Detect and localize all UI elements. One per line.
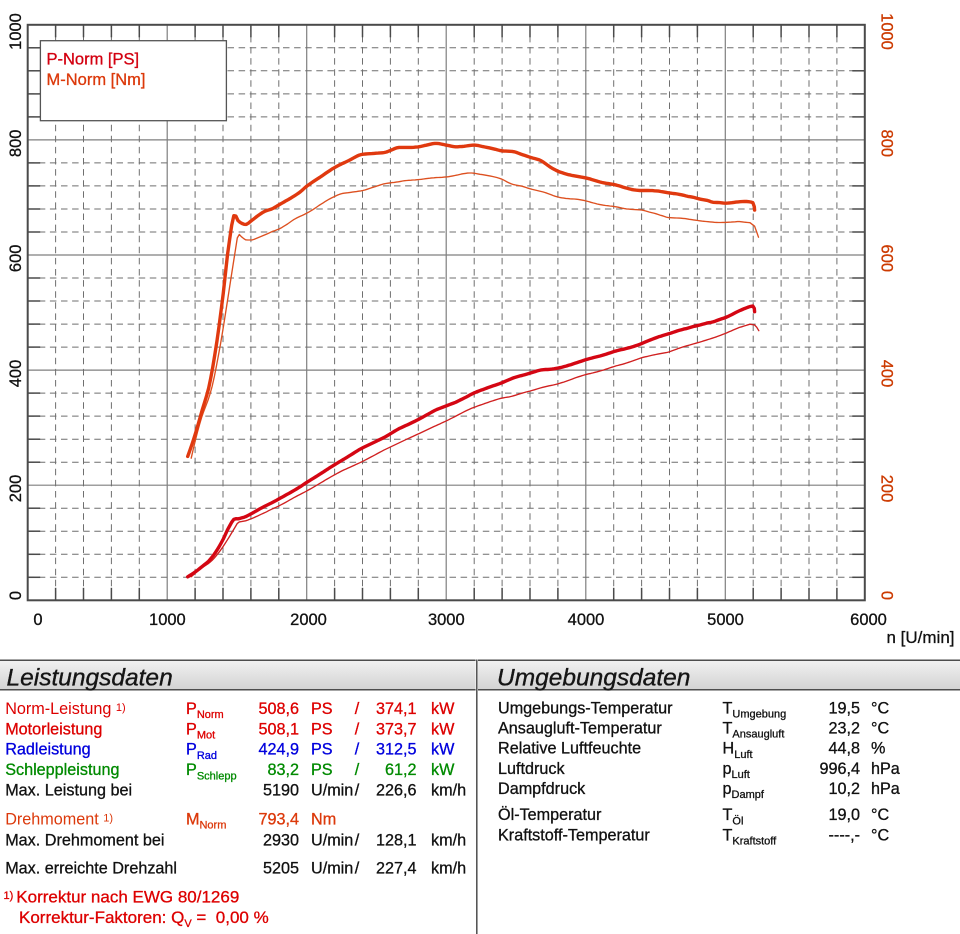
svg-text:hPa: hPa [871,760,900,778]
svg-text:800: 800 [7,130,25,158]
svg-text:83,2: 83,2 [267,761,299,779]
svg-text:km/h: km/h [431,832,466,850]
svg-text:Schleppleistung: Schleppleistung [5,761,119,779]
svg-text:128,1: 128,1 [376,832,417,850]
svg-text:/: / [355,700,360,718]
svg-text:Nm: Nm [311,811,336,829]
svg-text:61,2: 61,2 [385,761,417,779]
svg-text:Max. Drehmoment bei: Max. Drehmoment bei [5,832,164,850]
svg-text:PS: PS [311,700,333,718]
svg-text:/: / [355,720,360,738]
svg-text:kW: kW [431,741,455,759]
svg-text:°C: °C [871,699,889,717]
svg-text:Dampfdruck: Dampfdruck [498,780,586,798]
svg-text:508,6: 508,6 [258,700,299,718]
svg-text:6000: 6000 [850,611,887,629]
svg-text:U/min: U/min [311,860,353,878]
svg-text:Kraftstoff-Temperatur: Kraftstoff-Temperatur [498,826,650,844]
svg-text:n [U/min]: n [U/min] [887,628,955,647]
svg-text:424,9: 424,9 [258,741,299,759]
svg-text:4000: 4000 [568,611,605,629]
svg-text:°C: °C [871,826,889,844]
svg-text:Relative Luftfeuchte: Relative Luftfeuchte [498,740,641,758]
svg-text:km/h: km/h [431,860,466,878]
svg-text:996,4: 996,4 [819,760,860,778]
svg-text:0: 0 [33,611,42,629]
svg-text:U/min: U/min [311,832,353,850]
svg-text:800: 800 [878,130,896,158]
svg-text:kW: kW [431,700,455,718]
svg-text:1000: 1000 [149,611,186,629]
svg-text:1)Korrektur nach EWG 80/1269: 1) Korrektur nach EWG 80/1269 [4,888,240,907]
svg-text:Leistungsdaten: Leistungsdaten [7,665,173,692]
svg-text:Motorleistung: Motorleistung [5,720,102,738]
svg-text:PS: PS [311,761,333,779]
svg-text:374,1: 374,1 [376,700,417,718]
svg-text:5205: 5205 [263,860,299,878]
svg-text:Max. Leistung bei: Max. Leistung bei [5,782,132,800]
svg-text:508,1: 508,1 [258,720,299,738]
svg-text:Norm-Leistung 1): Norm-Leistung 1) [5,700,125,718]
svg-text:0: 0 [878,591,896,600]
svg-text:23,2: 23,2 [828,719,860,737]
svg-text:M-Norm [Nm]: M-Norm [Nm] [47,71,146,89]
svg-text:%: % [871,740,885,758]
svg-text:2930: 2930 [263,832,299,850]
svg-text:Max. erreichte Drehzahl: Max. erreichte Drehzahl [5,860,177,878]
svg-text:/: / [355,741,360,759]
svg-text:Ansaugluft-Temperatur: Ansaugluft-Temperatur [498,719,662,737]
svg-text:/: / [355,782,360,800]
svg-text:Drehmoment 1): Drehmoment 1) [5,811,113,829]
svg-text:km/h: km/h [431,782,466,800]
svg-text:5000: 5000 [707,611,744,629]
svg-text:1000: 1000 [878,13,896,50]
svg-text:/: / [355,832,360,850]
svg-text:400: 400 [878,360,896,388]
svg-text:Korrektur-Faktoren: QV = 0,00: Korrektur-Faktoren: QV = 0,00 % [19,908,269,930]
svg-text:PS: PS [311,741,333,759]
svg-text:5190: 5190 [263,782,299,800]
svg-text:Umgebungsdaten: Umgebungsdaten [497,665,690,692]
svg-text:400: 400 [7,360,25,388]
svg-text:/: / [355,761,360,779]
svg-text:kW: kW [431,720,455,738]
svg-text:19,5: 19,5 [828,699,860,717]
svg-text:P-Norm [PS]: P-Norm [PS] [47,51,140,69]
svg-text:Luftdruck: Luftdruck [498,760,565,778]
svg-text:312,5: 312,5 [376,741,417,759]
svg-text:°C: °C [871,806,889,824]
svg-text:44,8: 44,8 [828,740,860,758]
svg-text:2000: 2000 [290,611,327,629]
svg-text:19,0: 19,0 [828,806,860,824]
svg-text:600: 600 [7,245,25,273]
svg-text:Radleistung: Radleistung [5,741,91,759]
svg-text:/: / [355,860,360,878]
svg-text:373,7: 373,7 [376,720,417,738]
svg-text:PS: PS [311,720,333,738]
svg-text:600: 600 [878,245,896,273]
svg-text:200: 200 [878,475,896,503]
svg-text:10,2: 10,2 [828,780,860,798]
svg-text:Umgebungs-Temperatur: Umgebungs-Temperatur [498,699,673,717]
svg-text:----,-: ----,- [829,826,860,844]
svg-text:U/min: U/min [311,782,353,800]
svg-text:0: 0 [7,591,25,600]
svg-text:1000: 1000 [7,13,25,50]
svg-text:227,4: 227,4 [376,860,417,878]
svg-text:3000: 3000 [428,611,465,629]
svg-text:226,6: 226,6 [376,782,417,800]
svg-text:200: 200 [7,475,25,503]
svg-text:hPa: hPa [871,780,900,798]
svg-text:793,4: 793,4 [258,811,299,829]
svg-text:Öl-Temperatur: Öl-Temperatur [498,806,602,824]
svg-text:°C: °C [871,719,889,737]
svg-text:kW: kW [431,761,455,779]
